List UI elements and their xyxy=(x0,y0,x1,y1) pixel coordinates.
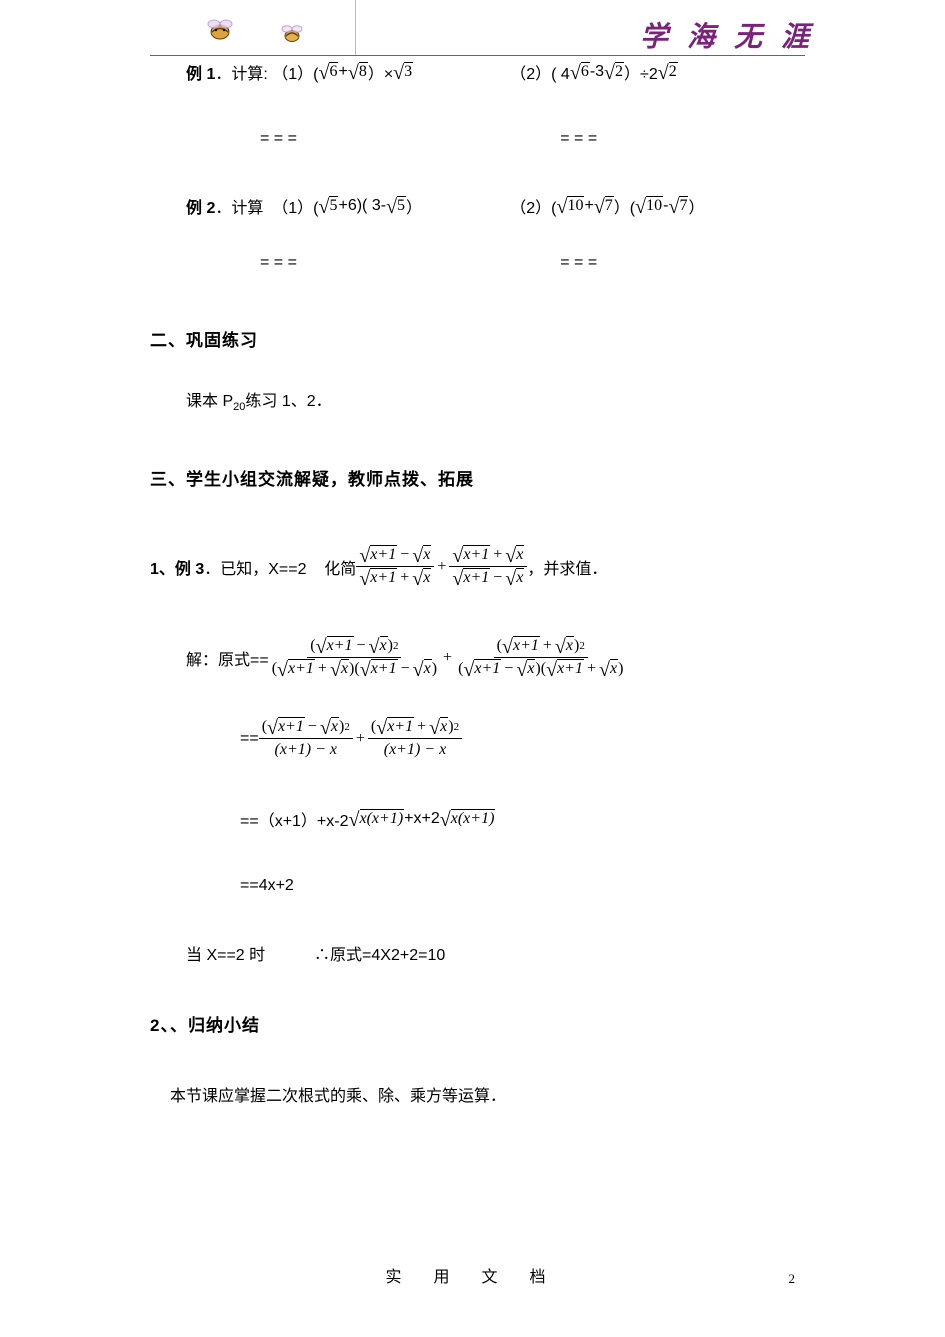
ex1-eq-right: = = = xyxy=(560,130,597,147)
sqrt-xx1-a: √x(x+1) xyxy=(349,809,405,829)
ex3-label: 1、例 3 xyxy=(150,555,204,579)
section-2-body: 课本 P20练习 1、2． xyxy=(186,387,805,411)
content: 例 1 ．计算: （1）( √6 + √8 ）× √3 （2）( 4 √6 -3… xyxy=(0,56,945,1106)
ex1-p2-mid: -3 xyxy=(590,63,604,81)
section-2-title: 二、巩固练习 xyxy=(150,326,805,351)
sqrt6b: √6 xyxy=(570,62,590,82)
ex2-answers: = = = = = = xyxy=(150,254,805,272)
sqrt-xx1-b: √x(x+1) xyxy=(440,809,496,829)
sec2-body2: 练习 1、2． xyxy=(245,393,331,410)
page-number: 2 xyxy=(789,1271,796,1287)
ex3-l3a: ==（x+1）+x-2 xyxy=(240,807,349,831)
ex1-p1-prefix: （1）( xyxy=(272,60,318,84)
ex3-l3b: +x+2 xyxy=(404,810,440,828)
sec2-body1: 课本 P xyxy=(186,393,233,410)
ex3-sol2-frac2: (√x+1 + √x)2 (x+1) − x xyxy=(368,716,462,761)
ex1-p2-prefix: （2）( 4 xyxy=(510,60,570,84)
page: 学 海 无 涯 例 1 ．计算: （1）( √6 + √8 ）× √3 （2）(… xyxy=(0,0,945,1337)
example-1-part2: （2）( 4 √6 -3 √2 ）÷2 √2 xyxy=(510,60,805,84)
ex1-prefix: ．计算: xyxy=(215,60,267,84)
sqrt2: √2 xyxy=(604,62,624,82)
ex3-solution-4: ==4x+2 xyxy=(240,877,805,895)
ex2-p1-prefix: （1）( xyxy=(272,194,318,218)
ex3-sol-frac1: (√x+1 − √x)2 (√x+1 + √x)(√x+1 − √x) xyxy=(269,635,440,680)
section-4-title: 2、、归纳小结 xyxy=(150,1011,805,1036)
example-3-line: 1、例 3 ．已知，X==2 化简 √x+1 − √x √x+1 + √x + xyxy=(150,544,805,589)
ex1-answers: = = = = = = xyxy=(150,130,805,148)
sqrt8: √8 xyxy=(348,62,368,82)
sqrt3: √3 xyxy=(393,62,413,82)
ex1-p2-suffix: ）÷2 xyxy=(624,60,658,84)
ex3-sol-frac2: (√x+1 + √x)2 (√x+1 − √x)(√x+1 + √x) xyxy=(455,635,626,680)
bee-icon-1 xyxy=(202,10,236,51)
example-2-part1: 例 2 ．计算 （1）( √5 +6)( 3- √5 ） xyxy=(150,194,510,218)
ex3-sol-label: 解：原式== xyxy=(186,646,269,670)
sqrt2b: √2 xyxy=(658,62,678,82)
ex2-p2-mid: + xyxy=(584,197,593,215)
plus-sign-2: + xyxy=(440,649,455,667)
ex3-final: 当 X==2 时 ∴原式=4X2+2=10 xyxy=(186,941,805,965)
bee-icon-2 xyxy=(278,18,304,51)
ex3-simplify: 化简 xyxy=(324,555,356,579)
sqrt7b: √7 xyxy=(668,196,688,216)
ex2-label: 例 2 xyxy=(186,194,215,218)
sqrt10b: √10 xyxy=(635,196,663,216)
ex2-p2-prefix: （2）( xyxy=(510,194,556,218)
sqrt6: √6 xyxy=(319,62,339,82)
ex3-eq2a: == xyxy=(240,730,259,748)
ex3-suffix: ，并求值． xyxy=(527,555,607,579)
sqrt10a: √10 xyxy=(556,196,584,216)
ex1-eq-left: = = = xyxy=(260,130,297,147)
header-divider xyxy=(355,0,356,55)
plus-sign-3: + xyxy=(353,730,368,748)
ex3-solution-1: 解：原式== (√x+1 − √x)2 (√x+1 + √x)(√x+1 − √… xyxy=(186,635,805,680)
ex2-prefix: ．计算 xyxy=(215,194,263,218)
header-title: 学 海 无 涯 xyxy=(640,15,815,55)
ex3-frac2: √x+1 + √x √x+1 − √x xyxy=(449,544,527,589)
plus-sign: + xyxy=(434,558,449,576)
ex3-solution-2: == (√x+1 − √x)2 (x+1) − x + (√x+1 + √x)2… xyxy=(240,716,805,761)
sec2-sub: 20 xyxy=(233,401,245,413)
ex2-p1-suffix: ） xyxy=(406,194,422,218)
ex1-p1-suffix: ）× xyxy=(368,60,393,84)
ex2-p2-mid2: ）( xyxy=(614,194,635,218)
ex3-solution-3: ==（x+1）+x-2 √x(x+1) +x+2 √x(x+1) xyxy=(240,807,805,831)
ex2-eq-left: = = = xyxy=(260,254,297,271)
header: 学 海 无 涯 xyxy=(150,0,805,56)
footer-text: 实 用 文 档 xyxy=(0,1263,945,1287)
ex2-p1-mid: +6)( 3- xyxy=(338,197,386,215)
sqrt7a: √7 xyxy=(594,196,614,216)
ex2-p2-suffix: ） xyxy=(688,194,704,218)
ex1-p1-mid: + xyxy=(338,63,347,81)
example-1-part1: 例 1 ．计算: （1）( √6 + √8 ）× √3 xyxy=(150,60,510,84)
ex3-sol2-frac1: (√x+1 − √x)2 (x+1) − x xyxy=(259,716,353,761)
section-3-title: 三、学生小组交流解疑，教师点拨、拓展 xyxy=(150,465,805,490)
ex1-label: 例 1 xyxy=(186,60,215,84)
sqrt5b: √5 xyxy=(386,196,406,216)
ex3-prefix: ．已知，X==2 xyxy=(204,555,306,579)
example-1-row: 例 1 ．计算: （1）( √6 + √8 ）× √3 （2）( 4 √6 -3… xyxy=(150,60,805,84)
sqrt5a: √5 xyxy=(319,196,339,216)
example-2-row: 例 2 ．计算 （1）( √5 +6)( 3- √5 ） （2）( √10 + … xyxy=(150,194,805,218)
ex3-frac1: √x+1 − √x √x+1 + √x xyxy=(356,544,434,589)
example-2-part2: （2）( √10 + √7 ）( √10 - √7 ） xyxy=(510,194,805,218)
ex2-eq-right: = = = xyxy=(560,254,597,271)
section-4-body: 本节课应掌握二次根式的乘、除、乘方等运算． xyxy=(170,1082,805,1106)
